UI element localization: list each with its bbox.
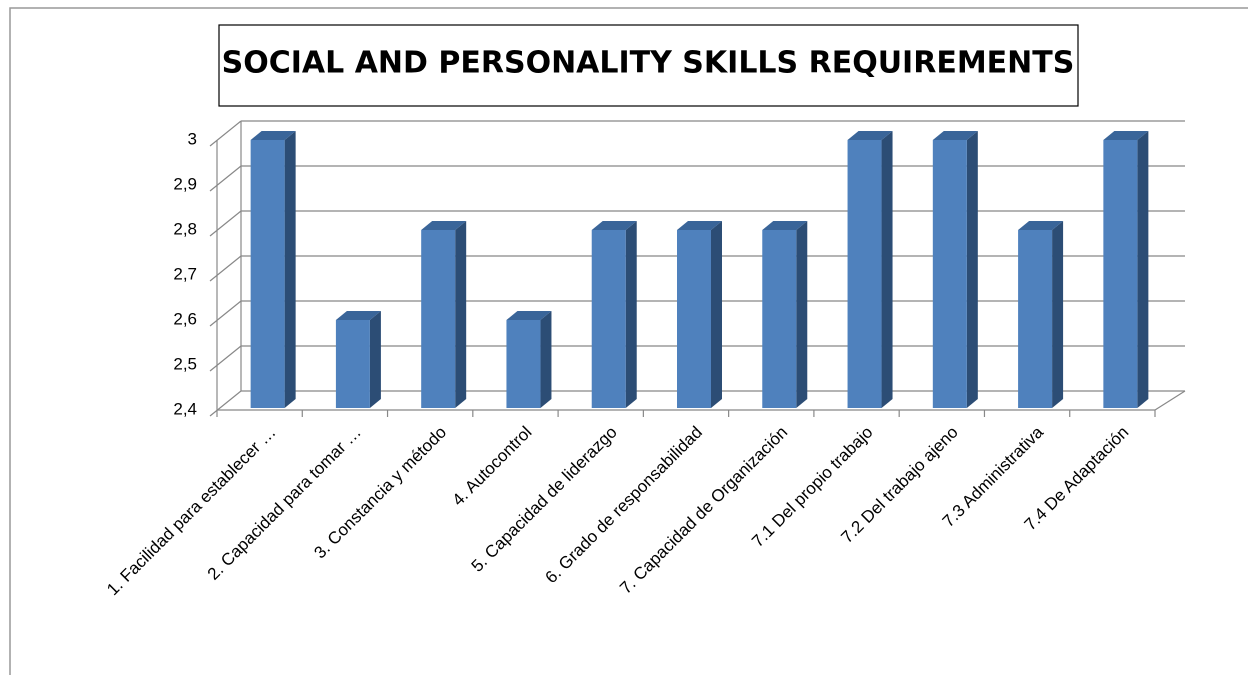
y-tick-label: 3 xyxy=(188,129,197,148)
y-tick-label: 2,6 xyxy=(173,309,197,328)
bar xyxy=(506,311,552,408)
bar-front xyxy=(506,320,541,408)
bar-top xyxy=(1103,131,1149,140)
x-tick-label: 1. Facilidad para establecer … xyxy=(103,423,279,599)
bar-side xyxy=(540,311,552,408)
bar-front xyxy=(932,140,967,408)
y-tick-label: 2,4 xyxy=(173,399,197,418)
bar-side xyxy=(1052,221,1064,408)
bar-side xyxy=(1137,131,1149,408)
x-tick-label: 2. Capacidad para tomar … xyxy=(204,423,365,584)
bar-front xyxy=(1018,230,1053,408)
bar-side xyxy=(796,221,808,408)
tick-mark xyxy=(209,210,242,237)
bar-front xyxy=(847,140,882,408)
tick-mark xyxy=(209,255,242,282)
bar-top xyxy=(335,311,381,320)
bar-side xyxy=(284,131,296,408)
bar-front xyxy=(250,140,285,408)
y-tick-label: 2,9 xyxy=(173,174,197,193)
bar-top xyxy=(506,311,552,320)
bar xyxy=(1103,131,1149,408)
bar-front xyxy=(1103,140,1138,408)
bar-side xyxy=(369,311,381,408)
bar xyxy=(591,221,637,408)
bar-top xyxy=(591,221,637,230)
tick-mark xyxy=(209,165,242,192)
bar-top xyxy=(762,221,808,230)
tick-mark xyxy=(209,390,242,417)
bar xyxy=(1018,221,1064,408)
x-tick-label: 5. Capacidad de liderazgo xyxy=(468,423,621,576)
floor-side xyxy=(1154,390,1186,411)
x-tick-label: 6. Grado de responsabilidad xyxy=(542,423,706,587)
bar xyxy=(847,131,893,408)
bar-side xyxy=(881,131,893,408)
bar-top xyxy=(847,131,893,140)
tick-mark xyxy=(209,345,242,372)
bar xyxy=(932,131,978,408)
bar-side xyxy=(455,221,467,408)
title-box xyxy=(218,24,1079,107)
tick-mark xyxy=(209,300,242,327)
y-tick-label: 2,5 xyxy=(173,354,197,373)
bar-top xyxy=(932,131,978,140)
frame xyxy=(9,7,1248,675)
x-tick-label: 4. Autocontrol xyxy=(449,423,536,510)
bar-top xyxy=(250,131,296,140)
bar xyxy=(335,311,381,408)
bar-top xyxy=(421,221,467,230)
bar xyxy=(250,131,296,408)
chart-title: SOCIAL AND PERSONALITY SKILLS REQUIREMEN… xyxy=(222,46,1075,81)
x-tick-label: 7. Capacidad de Organización xyxy=(616,423,791,598)
bar-side xyxy=(711,221,722,408)
bar-front xyxy=(421,230,456,408)
bar-front xyxy=(677,230,711,408)
bar-front xyxy=(591,230,626,408)
tick-mark xyxy=(209,120,242,147)
bar xyxy=(421,221,467,408)
bar-top xyxy=(677,221,722,230)
bar-top xyxy=(1018,221,1064,230)
bar-side xyxy=(625,221,637,408)
bar xyxy=(762,221,808,408)
bar-side xyxy=(966,131,978,408)
y-tick-label: 2,7 xyxy=(173,264,197,283)
bar xyxy=(677,221,722,408)
y-tick-label: 2,8 xyxy=(173,219,197,238)
bar-front xyxy=(762,230,797,408)
bar-front xyxy=(335,320,370,408)
